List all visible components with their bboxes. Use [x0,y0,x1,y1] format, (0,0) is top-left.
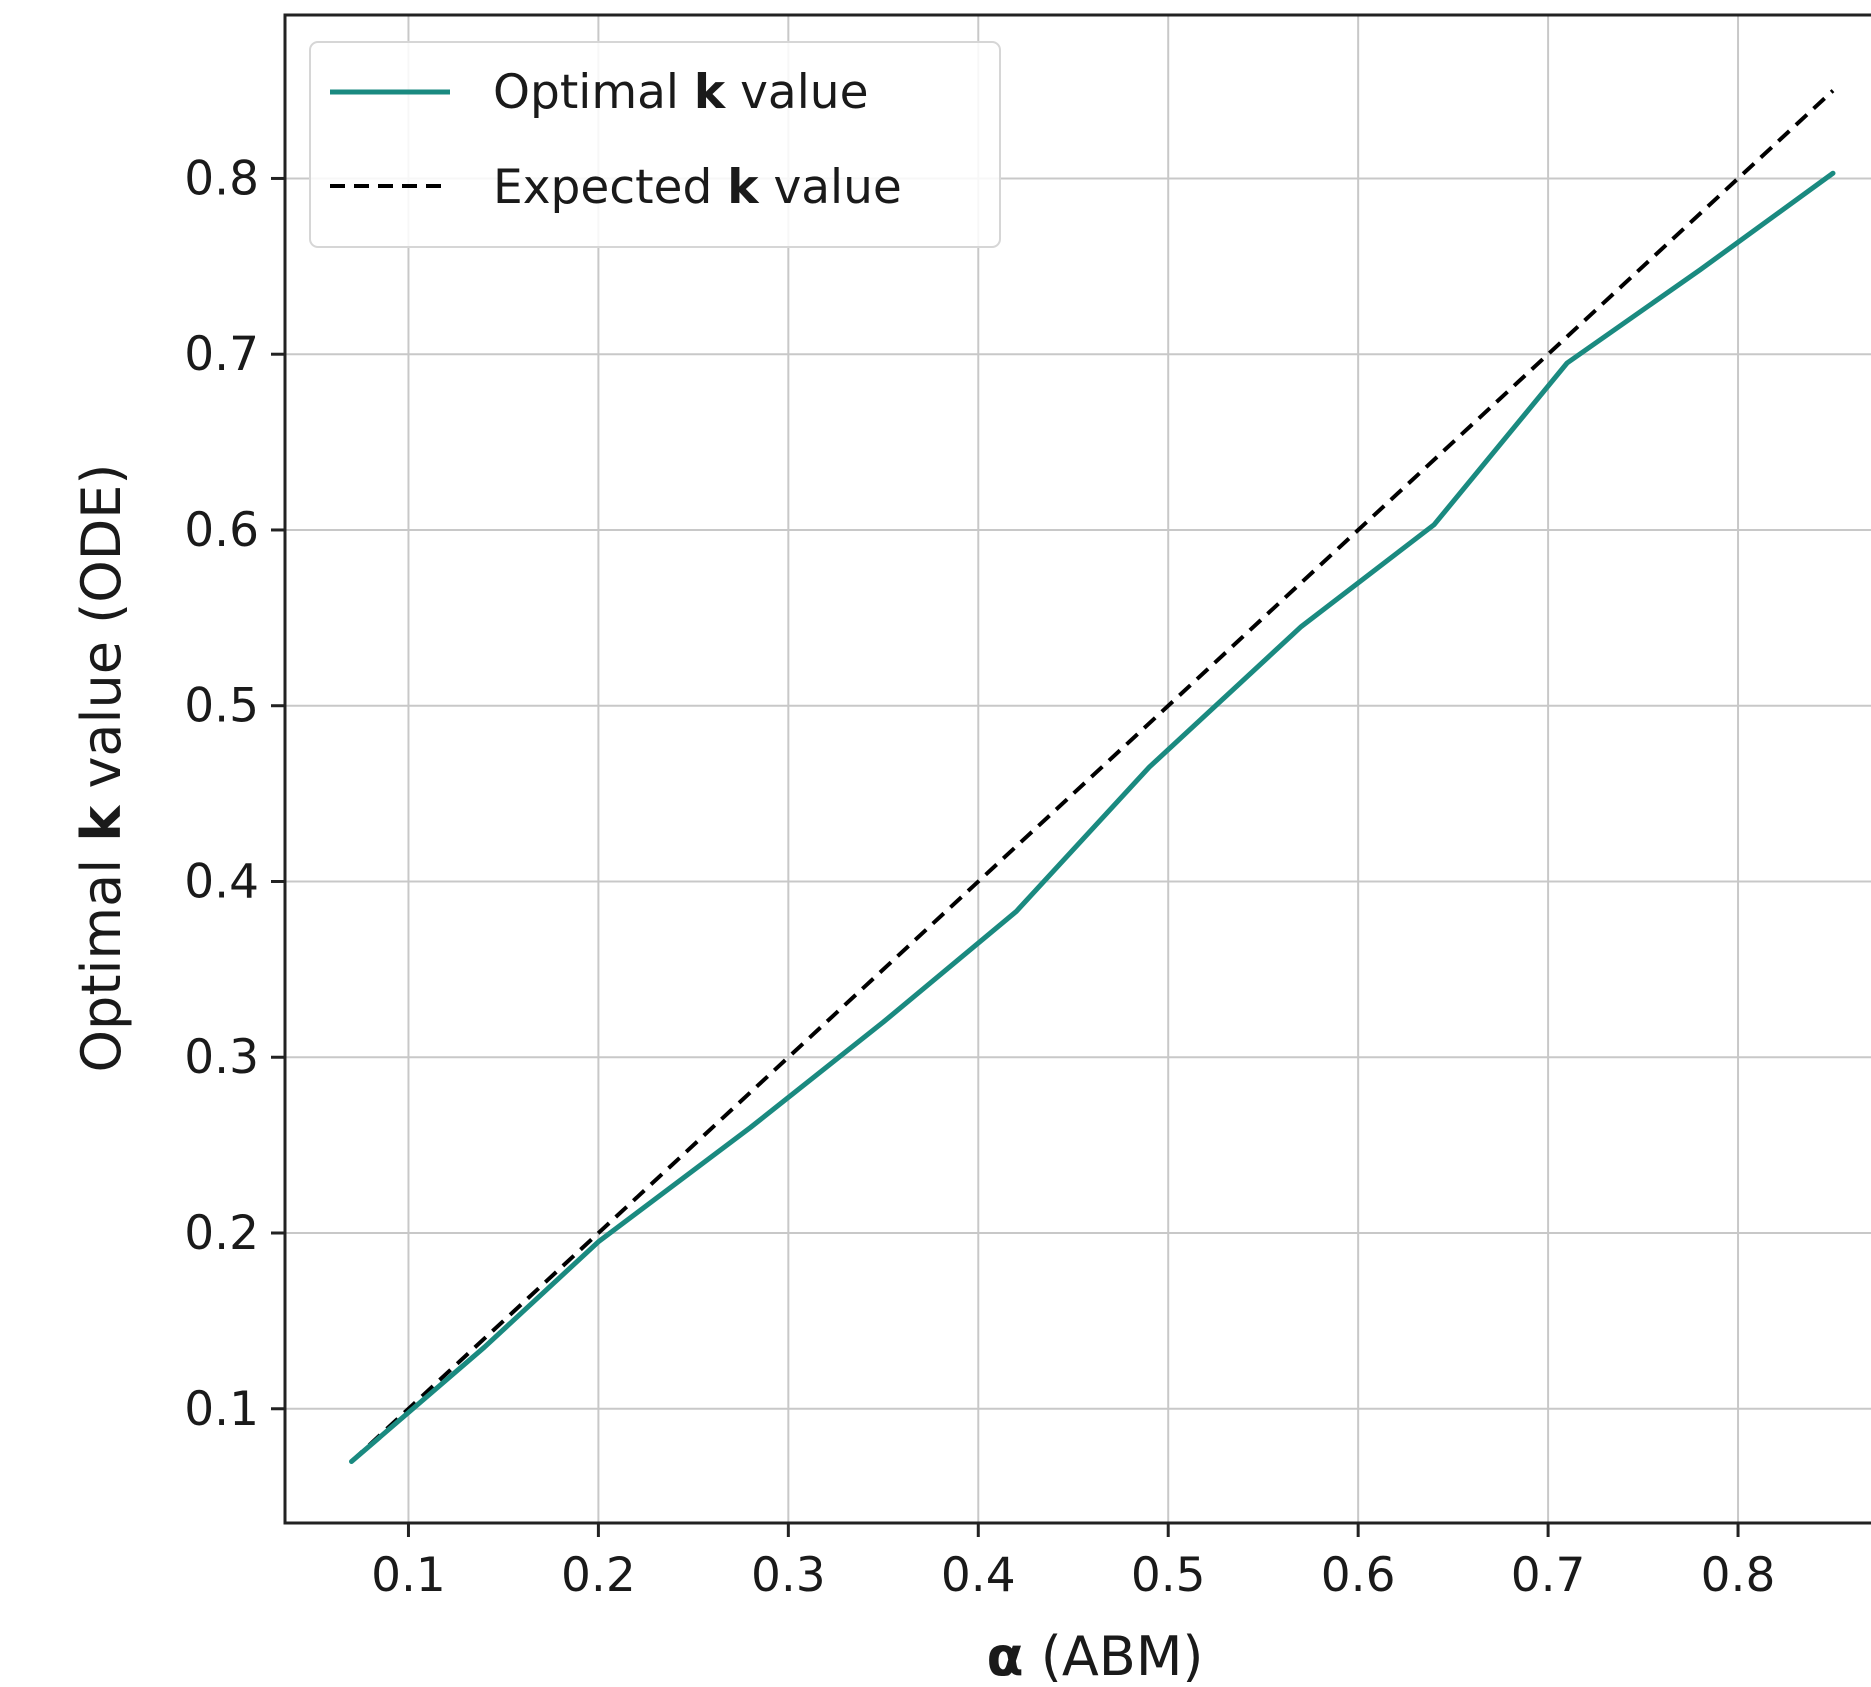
legend-box [309,41,1001,248]
x-axis-label: α (ABM) [987,1625,1204,1687]
y-axis-label: Optimal k value (ODE) [70,464,133,1073]
series-line-1 [350,89,1835,1463]
y-tick-label-3: 0.4 [184,854,259,909]
series-layer [349,89,1836,1464]
series-line-0 [349,170,1836,1464]
x-axis-label-symbol: α [987,1625,1024,1687]
grid [285,15,1871,1523]
x-tick-label-3: 0.4 [941,1548,1016,1603]
x-tick-label-1: 0.2 [561,1548,636,1603]
x-tick-label-0: 0.1 [371,1548,446,1603]
legend-label-expected: Expected k value [493,160,902,215]
x-tick-label-7: 0.8 [1701,1548,1776,1603]
y-tick-label-5: 0.6 [184,503,259,558]
y-tick-label-4: 0.5 [184,679,259,734]
x-axis-label-text: (ABM) [1024,1625,1204,1687]
x-tick-label-5: 0.6 [1321,1548,1396,1603]
y-axis-label-suffix: value (ODE) [70,464,133,806]
ticks: 0.1 0.2 0.3 0.4 0.5 0.6 0.7 0.8 0.1 0.2 0.3 0.4 0.5 0… [184,151,1775,1603]
y-tick-label-1: 0.2 [184,1206,259,1261]
legend: Optimal k value Expected k value [309,41,1001,248]
axes-frame [283,13,1871,1525]
y-tick-label-2: 0.3 [184,1030,259,1085]
y-axis-label-prefix: Optimal [70,842,133,1073]
y-tick-label-6: 0.7 [184,327,259,382]
legend-label-optimal: Optimal k value [493,65,869,120]
x-tick-label-2: 0.3 [751,1548,826,1603]
x-tick-label-4: 0.5 [1131,1548,1206,1603]
y-tick-label-0: 0.1 [184,1382,259,1437]
y-tick-label-7: 0.8 [184,151,259,206]
x-tick-label-6: 0.7 [1511,1548,1586,1603]
y-axis-label-bold: k [70,805,133,842]
